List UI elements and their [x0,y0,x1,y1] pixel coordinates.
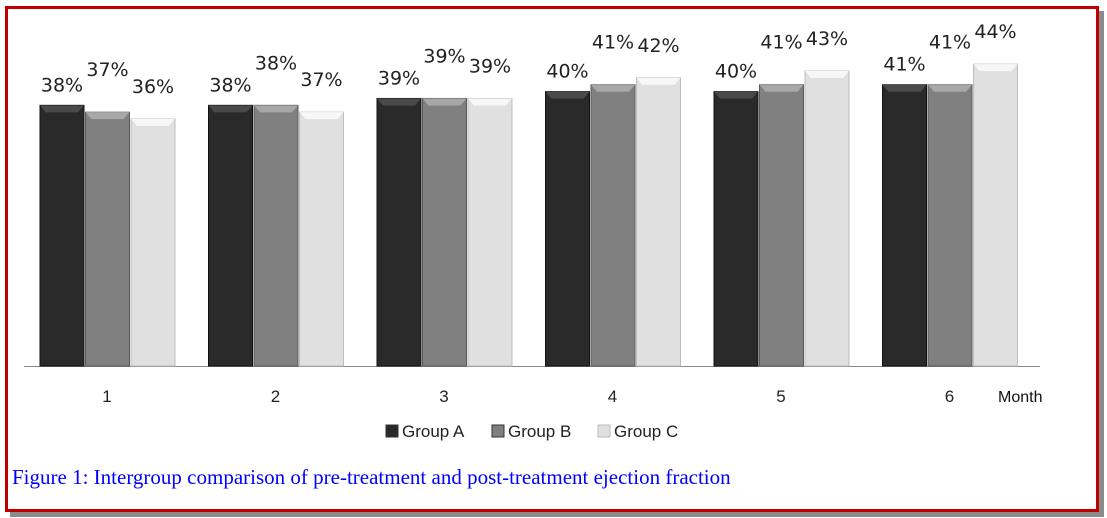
bar-bevel [759,84,804,92]
legend-swatch [491,424,505,438]
data-label: 37% [300,69,342,91]
legend-label: Group C [614,422,678,441]
data-label: 43% [806,28,848,50]
data-label: 39% [378,67,420,89]
bar-bevel [928,84,972,92]
bar-bevel [545,91,590,99]
legend-label: Group A [402,422,465,441]
data-label: 38% [209,74,251,96]
data-label: 38% [41,74,83,96]
bar-bevel [714,91,758,99]
bar-group-b-6 [927,84,973,367]
bar-group-b-2 [253,104,299,367]
data-label: 41% [929,32,971,54]
bar-group-c-3 [467,97,513,367]
x-tick-label: 5 [776,387,785,406]
data-label: 40% [546,61,588,83]
bar-bevel [973,64,1018,72]
bar-group-a-6 [882,84,927,367]
data-label: 39% [423,45,465,67]
bar-group-c-6 [973,63,1018,367]
data-label: 42% [637,35,679,57]
bar-bevel [377,98,421,106]
bar-bevel [208,105,253,113]
legend-label: Group B [508,422,571,441]
bar-group-a-5 [713,91,759,367]
bar-group-b-3 [422,97,467,367]
x-tick-label: 1 [102,387,111,406]
data-label: 38% [255,52,297,74]
bar-group-c-5 [804,70,850,367]
bar-bevel [40,105,84,113]
bar-group-a-1 [39,104,85,367]
legend-swatch [597,424,611,438]
x-tick-label: 3 [439,387,448,406]
x-axis-label: Month [998,389,1042,406]
bar-bevel [805,71,849,79]
bar-group-c-2 [299,111,344,367]
data-label: 36% [132,76,174,98]
bar-bevel [85,112,130,120]
data-label: 41% [592,32,634,54]
bar-group-a-2 [208,104,253,367]
caption-text: Intergroup comparison of pre-treatment a… [88,465,731,489]
legend-swatch [385,424,399,438]
bar-bevel [468,98,512,106]
x-tick-label: 6 [945,387,954,406]
bar-bevel [131,119,175,127]
x-tick-label: 2 [271,387,280,406]
data-label: 44% [974,21,1016,43]
bar-bevel [636,77,681,85]
data-label: 37% [86,59,128,81]
bar-group-c-1 [130,118,176,367]
bar-group-c-4 [636,77,681,367]
figure-caption: Figure 1: Intergroup comparison of pre-t… [12,465,731,490]
caption-prefix: Figure 1: [12,465,89,489]
data-label: 41% [883,54,925,76]
bar-bevel [422,98,467,106]
bar-bevel [299,112,344,120]
bar-bevel [591,84,635,92]
data-label: 41% [760,32,802,54]
bar-group-b-5 [759,84,804,367]
bar-group-b-1 [85,111,130,367]
x-tick-label: 4 [608,387,617,406]
bar-group-a-4 [545,91,590,367]
data-label: 39% [469,55,511,77]
data-label: 40% [715,61,757,83]
bar-bevel [882,84,927,92]
bar-bevel [254,105,298,113]
bar-group-b-4 [590,84,636,367]
bar-group-a-3 [376,97,422,367]
